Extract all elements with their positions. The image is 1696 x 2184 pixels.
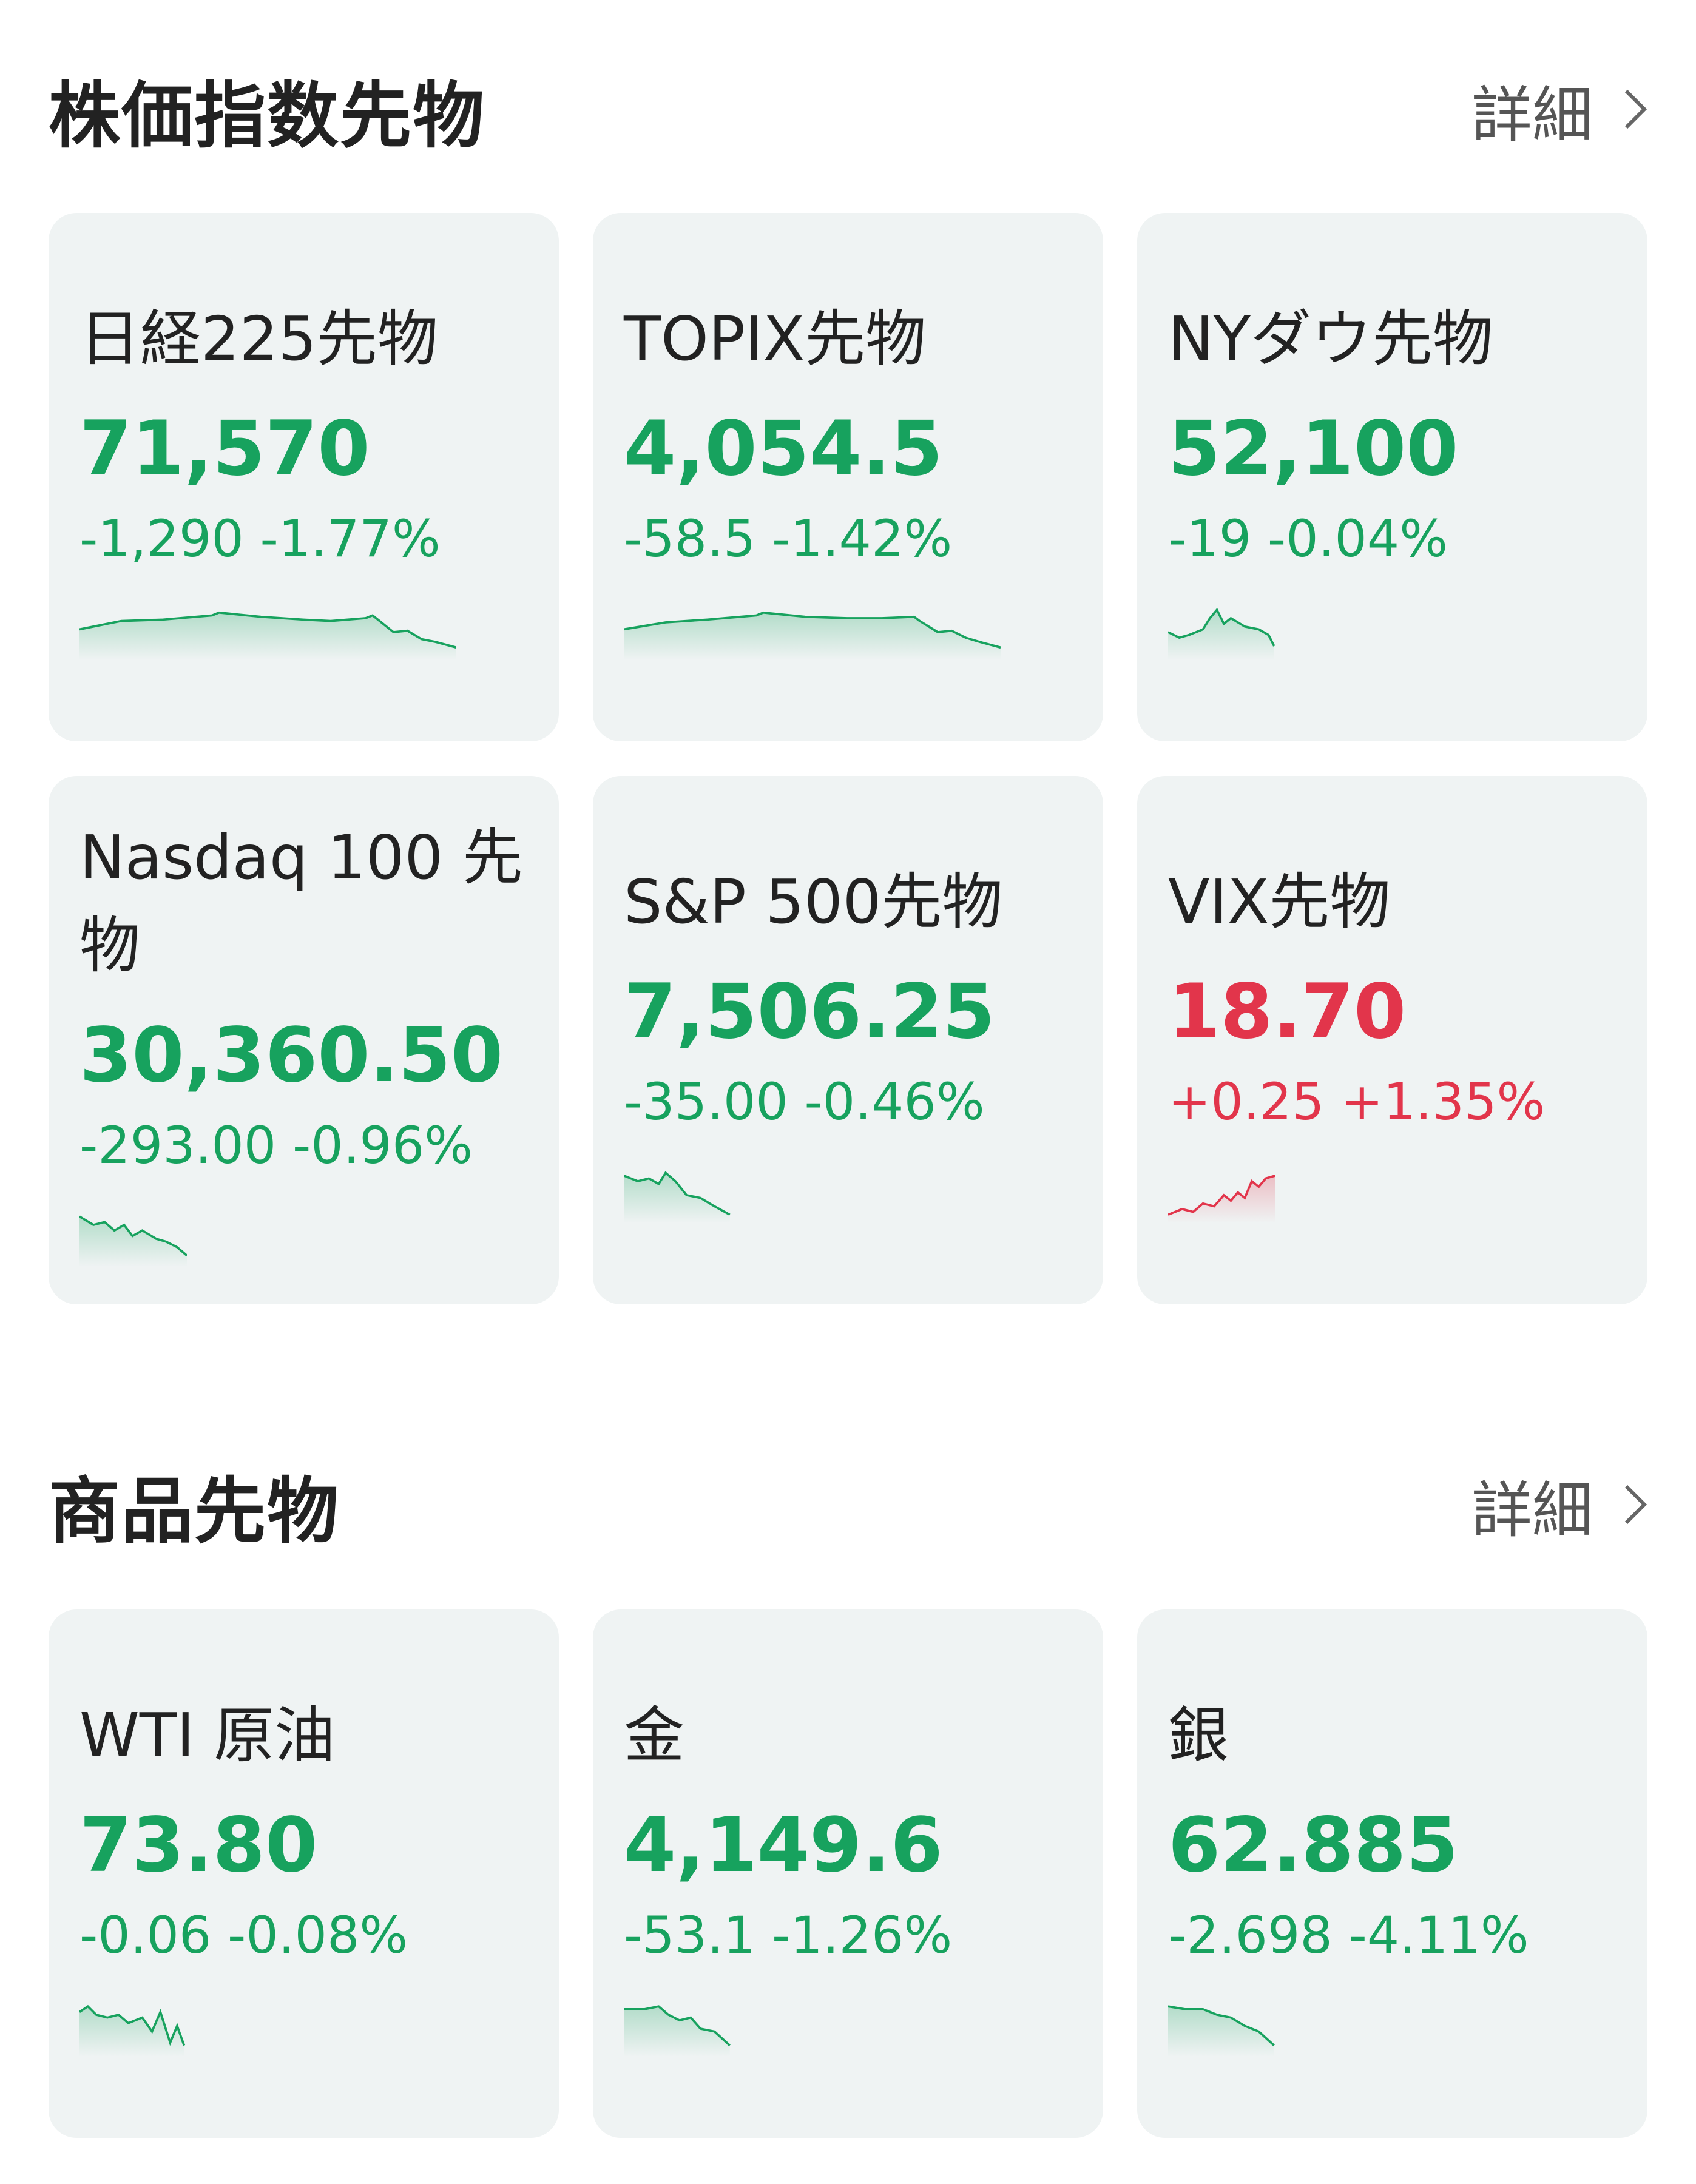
- quote-price: 52,100: [1168, 405, 1459, 493]
- quote-name: 銀: [1168, 1699, 1229, 1771]
- percent: -0.46%: [804, 1071, 985, 1131]
- quote-price: 73.80: [79, 1801, 318, 1889]
- quote-card[interactable]: Nasdaq 100 先物 30,360.50 -293.00 -0.96%: [49, 776, 559, 1304]
- quote-card[interactable]: S&P 500先物 7,506.25 -35.00 -0.46%: [593, 776, 1103, 1304]
- percent: -1.26%: [772, 1905, 953, 1965]
- quote-change: -35.00 -0.46%: [624, 1065, 1072, 1138]
- quote-card[interactable]: VIX先物 18.70 +0.25 +1.35%: [1137, 776, 1647, 1304]
- quote-price: 62.885: [1168, 1801, 1459, 1889]
- change: -1,290: [79, 508, 244, 568]
- quote-change: -0.06 -0.08%: [79, 1899, 528, 1972]
- card-grid: 日経225先物 71,570 -1,290 -1.77% TOPIX先物 4,0…: [49, 213, 1647, 1304]
- percent: +1.35%: [1340, 1071, 1546, 1131]
- chevron: [1624, 89, 1647, 129]
- quote-price: 18.70: [1168, 968, 1407, 1056]
- change: -58.5: [624, 508, 756, 568]
- chevron: [1624, 1485, 1647, 1525]
- quote-change: -58.5 -1.42%: [624, 502, 1072, 575]
- change: +0.25: [1168, 1071, 1325, 1131]
- percent: -0.04%: [1267, 508, 1448, 568]
- section-header: 株価指数先物 詳細: [49, 61, 1647, 158]
- sparkline: [624, 1170, 731, 1223]
- quote-name: 日経225先物: [79, 303, 438, 374]
- quote-change: +0.25 +1.35%: [1168, 1065, 1617, 1138]
- quote-price: 71,570: [79, 405, 370, 493]
- percent: -0.96%: [292, 1116, 473, 1175]
- quote-card[interactable]: WTI 原油 73.80 -0.06 -0.08%: [49, 1609, 559, 2138]
- change: -2.698: [1168, 1905, 1333, 1965]
- quote-change: -293.00 -0.96%: [79, 1109, 528, 1182]
- section-header: 商品先物 詳細: [49, 1456, 1647, 1553]
- detail-text: 詳細: [1471, 79, 1593, 150]
- quote-price: 7,506.25: [624, 968, 995, 1056]
- change: -293.00: [79, 1116, 277, 1175]
- quote-name: NYダウ先物: [1168, 303, 1493, 374]
- sparkline: [1168, 1174, 1275, 1223]
- quote-change: -2.698 -4.11%: [1168, 1899, 1617, 1972]
- detail-link[interactable]: 詳細: [1471, 1461, 1647, 1549]
- quote-name: VIX先物: [1168, 866, 1391, 937]
- detail-link[interactable]: 詳細: [1471, 66, 1647, 153]
- quote-name: Nasdaq 100 先物: [79, 822, 523, 981]
- change: -53.1: [624, 1905, 756, 1965]
- section-title: 商品先物: [49, 1469, 340, 1553]
- change: -0.06: [79, 1905, 212, 1965]
- percent: -0.08%: [228, 1905, 408, 1965]
- quote-name: 金: [624, 1699, 684, 1771]
- detail-text: 詳細: [1471, 1474, 1593, 1546]
- sparkline: [624, 2004, 731, 2057]
- quote-change: -19 -0.04%: [1168, 502, 1617, 575]
- change: -35.00: [624, 1071, 788, 1131]
- quote-card[interactable]: TOPIX先物 4,054.5 -58.5 -1.42%: [593, 213, 1103, 741]
- sparkline: [79, 2004, 186, 2057]
- percent: -1.77%: [260, 508, 441, 568]
- quote-price: 30,360.50: [79, 1012, 504, 1099]
- section-title: 株価指数先物: [49, 73, 486, 158]
- quote-change: -53.1 -1.26%: [624, 1899, 1072, 1972]
- sparkline: [1168, 607, 1275, 660]
- quote-card[interactable]: 日経225先物 71,570 -1,290 -1.77%: [49, 213, 559, 741]
- sparkline: [79, 611, 456, 660]
- sparkline: [1168, 2004, 1275, 2057]
- quote-card[interactable]: 銀 62.885 -2.698 -4.11%: [1137, 1609, 1647, 2138]
- quote-card[interactable]: NYダウ先物 52,100 -19 -0.04%: [1137, 213, 1647, 741]
- quote-card[interactable]: 金 4,149.6 -53.1 -1.26%: [593, 1609, 1103, 2138]
- quote-name: TOPIX先物: [624, 303, 927, 374]
- percent: -1.42%: [772, 508, 953, 568]
- sparkline: [624, 611, 1001, 660]
- quote-change: -1,290 -1.77%: [79, 502, 528, 575]
- quote-name: S&P 500先物: [624, 866, 1003, 937]
- change: -19: [1168, 508, 1252, 568]
- card-grid: WTI 原油 73.80 -0.06 -0.08% 金 4,149.6 -53.…: [49, 1609, 1647, 2138]
- percent: -4.11%: [1348, 1905, 1529, 1965]
- quote-price: 4,054.5: [624, 405, 943, 493]
- quote-name: WTI 原油: [79, 1699, 336, 1771]
- quote-price: 4,149.6: [624, 1801, 943, 1889]
- sparkline: [79, 1215, 187, 1267]
